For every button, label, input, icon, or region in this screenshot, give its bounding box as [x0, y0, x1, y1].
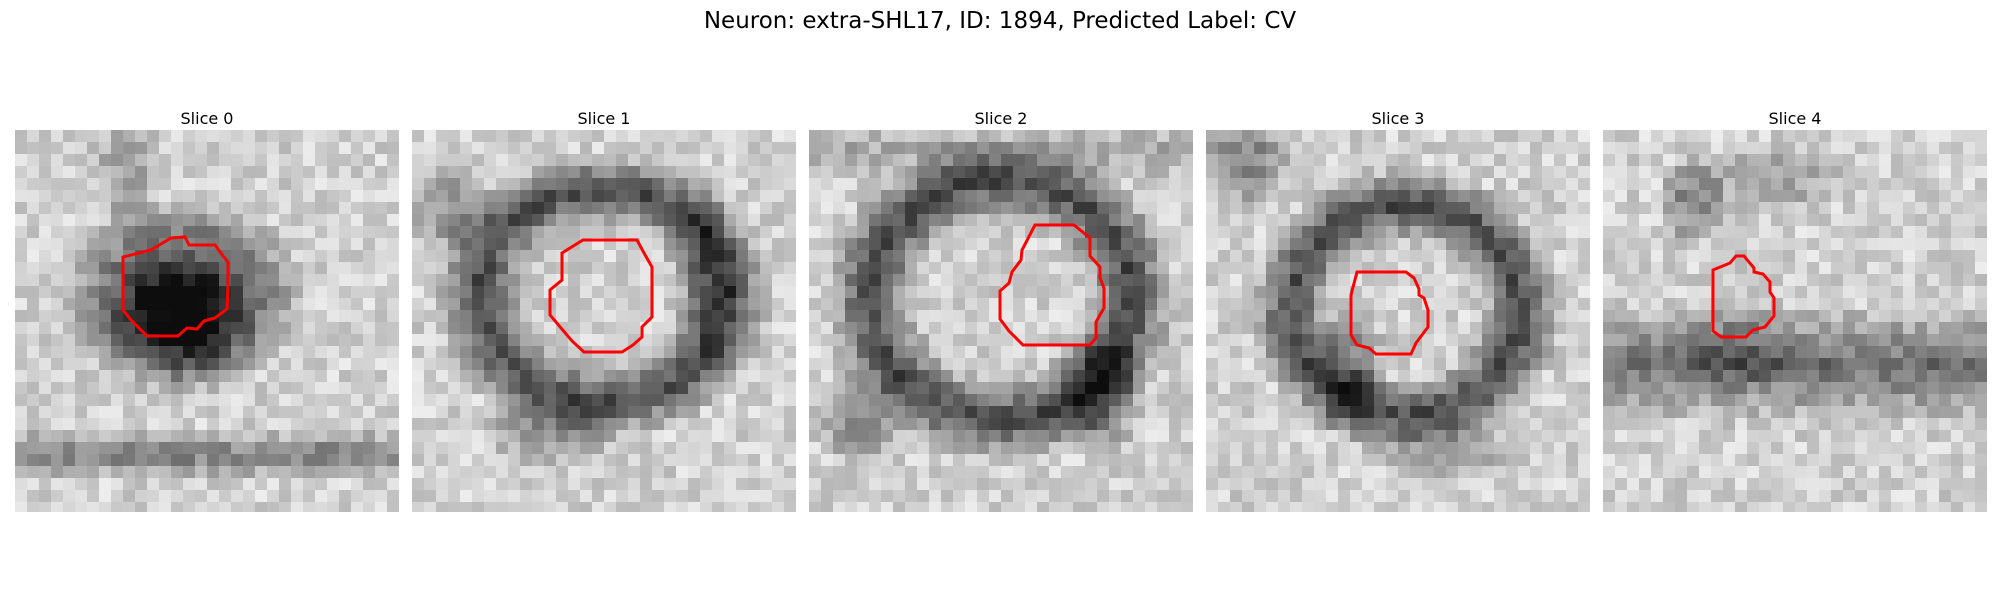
slice-image [15, 130, 399, 512]
segmentation-contour [1711, 254, 1776, 339]
micrograph-pixels [809, 130, 1193, 512]
micrograph-pixels [1206, 130, 1590, 512]
slice-panel-3: Slice 3 [1206, 108, 1590, 512]
slice-title: Slice 1 [577, 109, 631, 128]
micrograph-pixels [15, 130, 399, 512]
slice-image [809, 130, 1193, 512]
slice-title: Slice 2 [974, 109, 1028, 128]
segmentation-contour [548, 238, 654, 354]
segmentation-contour [998, 223, 1106, 347]
slice-image [412, 130, 796, 512]
micrograph-pixels [1603, 130, 1987, 512]
slice-image [1603, 130, 1987, 512]
slice-panel-1: Slice 1 [412, 108, 796, 512]
slice-title: Slice 4 [1768, 109, 1822, 128]
slice-panel-4: Slice 4 [1603, 108, 1987, 512]
segmentation-contour [121, 235, 230, 338]
segmentation-contour [1349, 270, 1430, 356]
slice-title: Slice 0 [180, 109, 234, 128]
slice-image [1206, 130, 1590, 512]
slice-panel-2: Slice 2 [809, 108, 1193, 512]
figure-title: Neuron: extra-SHL17, ID: 1894, Predicted… [703, 8, 1297, 34]
micrograph-pixels [412, 130, 796, 512]
slice-title: Slice 3 [1371, 109, 1425, 128]
slice-panel-0: Slice 0 [15, 108, 399, 512]
